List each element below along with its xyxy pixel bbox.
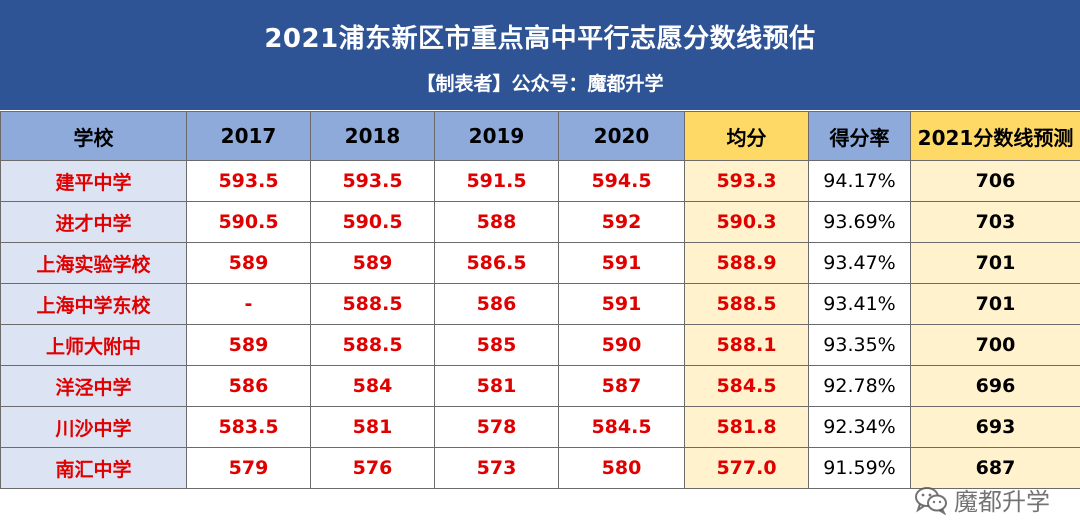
score-rate-cell: 93.41%: [808, 283, 911, 325]
score-2017-cell: 586: [186, 365, 311, 407]
score-2020-cell: 594.5: [558, 160, 685, 202]
score-2020-cell: 591: [558, 283, 685, 325]
table-body: 建平中学 593.5 593.5 591.5 594.5 593.3 94.17% 706 进才…: [0, 160, 1080, 489]
score-2020-cell: 580: [558, 447, 685, 489]
score-2017-cell: 590.5: [186, 201, 311, 243]
table-row: 上海实验学校 589 589 586.5 591 588.9 93.47% 701: [0, 242, 1080, 284]
score-2019-cell: 585: [434, 324, 559, 366]
column-header-2019: 2019: [434, 111, 559, 161]
table-row: 建平中学 593.5 593.5 591.5 594.5 593.3 94.17% 706: [0, 160, 1080, 202]
score-2018-cell: 588.5: [310, 324, 435, 366]
score-2017-cell: 589: [186, 242, 311, 284]
score-2019-cell: 586: [434, 283, 559, 325]
score-2017-cell: 589: [186, 324, 311, 366]
page-title: 2021浦东新区市重点高中平行志愿分数线预估: [264, 24, 816, 54]
score-2020-cell: 591: [558, 242, 685, 284]
score-2017-cell: 583.5: [186, 406, 311, 448]
average-cell: 590.3: [684, 201, 809, 243]
prediction-cell: 701: [910, 242, 1080, 284]
score-table: 学校 2017 2018 2019 2020 均分 得分率 2021分数线预测 …: [0, 111, 1080, 489]
prediction-cell: 701: [910, 283, 1080, 325]
table-row: 川沙中学 583.5 581 578 584.5 581.8 92.34% 693: [0, 406, 1080, 448]
school-name-cell: 川沙中学: [0, 406, 187, 448]
score-2019-cell: 581: [434, 365, 559, 407]
column-header-score-rate: 得分率: [808, 111, 911, 161]
score-rate-cell: 93.35%: [808, 324, 911, 366]
average-cell: 588.5: [684, 283, 809, 325]
average-cell: 584.5: [684, 365, 809, 407]
score-rate-cell: 93.47%: [808, 242, 911, 284]
average-cell: 588.9: [684, 242, 809, 284]
column-header-2018: 2018: [310, 111, 435, 161]
score-2018-cell: 584: [310, 365, 435, 407]
score-2019-cell: 573: [434, 447, 559, 489]
column-header-school: 学校: [0, 111, 187, 161]
score-rate-cell: 92.34%: [808, 406, 911, 448]
score-2018-cell: 590.5: [310, 201, 435, 243]
score-2018-cell: 581: [310, 406, 435, 448]
average-cell: 581.8: [684, 406, 809, 448]
score-2018-cell: 588.5: [310, 283, 435, 325]
column-header-2020: 2020: [558, 111, 685, 161]
score-2019-cell: 591.5: [434, 160, 559, 202]
prediction-cell: 703: [910, 201, 1080, 243]
score-2019-cell: 578: [434, 406, 559, 448]
score-2018-cell: 589: [310, 242, 435, 284]
table-row: 上师大附中 589 588.5 585 590 588.1 93.35% 700: [0, 324, 1080, 366]
wechat-icon: [914, 485, 948, 515]
score-2017-cell: -: [186, 283, 311, 325]
school-name-cell: 上海中学东校: [0, 283, 187, 325]
score-rate-cell: 92.78%: [808, 365, 911, 407]
watermark: 魔都升学: [914, 482, 1050, 517]
average-cell: 593.3: [684, 160, 809, 202]
school-name-cell: 南汇中学: [0, 447, 187, 489]
prediction-cell: 687: [910, 447, 1080, 489]
school-name-cell: 建平中学: [0, 160, 187, 202]
score-2017-cell: 579: [186, 447, 311, 489]
score-2017-cell: 593.5: [186, 160, 311, 202]
table-row: 上海中学东校 -588.5 586 591 588.5 93.41% 701: [0, 283, 1080, 325]
title-banner: 2021浦东新区市重点高中平行志愿分数线预估 【制表者】公众号：魔都升学: [0, 0, 1080, 110]
score-2019-cell: 586.5: [434, 242, 559, 284]
score-rate-cell: 94.17%: [808, 160, 911, 202]
score-2020-cell: 590: [558, 324, 685, 366]
prediction-cell: 706: [910, 160, 1080, 202]
watermark-text: 魔都升学: [954, 488, 1050, 516]
table-row: 南汇中学 579 576 573 580 577.0 91.59% 687: [0, 447, 1080, 489]
school-name-cell: 上海实验学校: [0, 242, 187, 284]
score-rate-cell: 91.59%: [808, 447, 911, 489]
score-2018-cell: 593.5: [310, 160, 435, 202]
score-2018-cell: 576: [310, 447, 435, 489]
score-2020-cell: 584.5: [558, 406, 685, 448]
score-rate-cell: 93.69%: [808, 201, 911, 243]
column-header-prediction: 2021分数线预测: [910, 111, 1080, 161]
prediction-cell: 696: [910, 365, 1080, 407]
column-header-average: 均分: [684, 111, 809, 161]
average-cell: 577.0: [684, 447, 809, 489]
column-header-2017: 2017: [186, 111, 311, 161]
table-row: 洋泾中学 586 584 581 587 584.5 92.78% 696: [0, 365, 1080, 407]
school-name-cell: 上师大附中: [0, 324, 187, 366]
average-cell: 588.1: [684, 324, 809, 366]
school-name-cell: 进才中学: [0, 201, 187, 243]
prediction-cell: 693: [910, 406, 1080, 448]
school-name-cell: 洋泾中学: [0, 365, 187, 407]
score-2019-cell: 588: [434, 201, 559, 243]
table-header-row: 学校 2017 2018 2019 2020 均分 得分率 2021分数线预测: [0, 111, 1080, 161]
score-2020-cell: 587: [558, 365, 685, 407]
score-2020-cell: 592: [558, 201, 685, 243]
prediction-cell: 700: [910, 324, 1080, 366]
table-row: 进才中学 590.5 590.5 588 592 590.3 93.69% 703: [0, 201, 1080, 243]
page-subtitle: 【制表者】公众号：魔都升学: [416, 73, 664, 95]
